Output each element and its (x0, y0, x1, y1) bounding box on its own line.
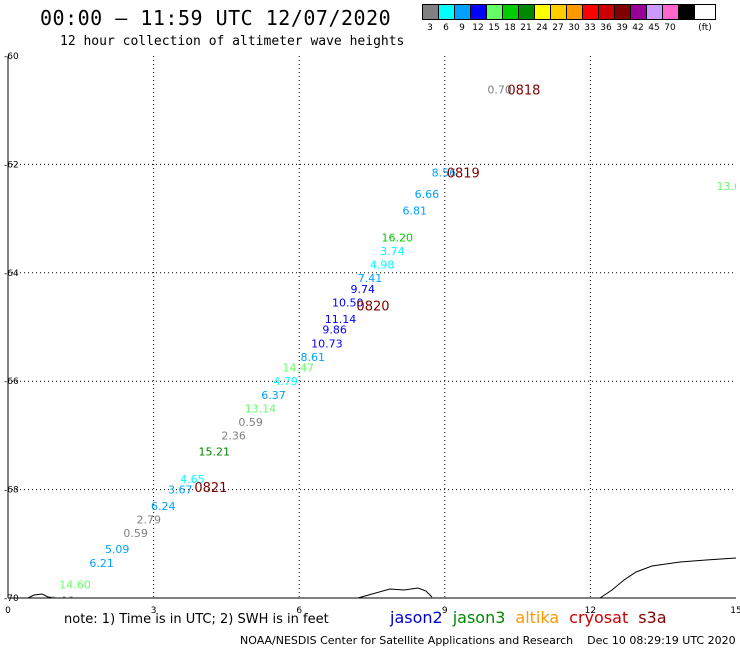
legend-swatch (551, 5, 567, 19)
legend-bin-label: 24 (536, 23, 548, 33)
coastline (27, 557, 737, 599)
color-legend: 3 6 9 12 15 18 21 24 27 30 33 36 39 42 45 70 (ft) (422, 4, 716, 33)
wave-height-point: 8.56 (432, 167, 457, 180)
legend-swatch (615, 5, 631, 19)
legend-bin-label: 21 (520, 23, 532, 33)
mission-label: jason3 (452, 608, 506, 627)
wave-height-point: 3.67 (168, 484, 193, 497)
wave-height-point: 6.66 (415, 188, 440, 201)
wave-height-point: 2.36 (221, 429, 246, 442)
time-label: 0820 (356, 299, 389, 314)
legend-bin-label: 3 (427, 23, 433, 33)
legend-bin-label: 33 (584, 23, 596, 33)
legend-bin-label: 42 (632, 23, 644, 33)
legend-swatches (422, 4, 716, 20)
credit-line: NOAA/NESDIS Center for Satellite Applica… (240, 634, 736, 647)
legend-swatch (423, 5, 439, 19)
legend-labels: 3 6 9 12 15 18 21 24 27 30 33 36 39 42 45 70 (ft) (422, 23, 716, 33)
page-title: 00:00 – 11:59 UTC 12/07/2020 (40, 6, 392, 30)
wave-height-point: 3.74 (380, 245, 405, 258)
x-tick-label: 0 (5, 606, 11, 616)
time-label: 0821 (194, 481, 227, 496)
legend-swatch (487, 5, 503, 19)
x-tick-label: 3 (151, 606, 157, 616)
wave-height-point: 4.98 (370, 259, 395, 272)
x-tick-label: 6 (296, 606, 302, 616)
legend-bin-label: 70 (664, 23, 676, 33)
wave-height-point: 11.14 (325, 313, 357, 326)
wave-height-point: 9.74 (351, 283, 376, 296)
wave-height-point: 0.70 (487, 84, 512, 97)
legend-swatch (679, 5, 695, 19)
legend-swatch (647, 5, 663, 19)
mission-label: s3a (638, 608, 667, 627)
legend-unit: (ft) (698, 23, 712, 33)
y-tick-label: -62 (4, 160, 19, 170)
legend-bin-label: 30 (568, 23, 580, 33)
legend-swatch (439, 5, 455, 19)
legend-swatch (663, 5, 679, 19)
footnote: note: 1) Time is in UTC; 2) SWH is in fe… (64, 612, 329, 627)
wave-height-point: 0.59 (238, 416, 263, 429)
wave-height-point: 52.35 (18, 625, 50, 638)
wave-height-point: 7.41 (358, 272, 383, 285)
legend-bin-label: 12 (472, 23, 484, 33)
time-label: 0819 (447, 167, 480, 182)
y-tick-label: -66 (4, 377, 19, 387)
wave-height-point: 14.60 (59, 578, 91, 591)
y-tick-label: -64 (4, 269, 19, 279)
mission-label: altika (515, 608, 560, 627)
time-label: 0818 (507, 84, 540, 99)
legend-bin-label: 15 (488, 23, 500, 33)
wave-height-point: 9.86 (322, 324, 347, 337)
wave-height-point: 6.21 (89, 557, 114, 570)
legend-swatch (471, 5, 487, 19)
wave-height-point: 1.88 (50, 595, 75, 608)
legend-swatch (631, 5, 647, 19)
mission-legend: jason2 jason3 altika cryosat s3a (390, 608, 677, 627)
wave-height-point: 6.24 (151, 500, 176, 513)
wave-height-point: 16.20 (381, 232, 413, 245)
legend-bin-label: 18 (504, 23, 516, 33)
x-tick-label: 15 (730, 606, 740, 616)
y-tick-label: -68 (4, 486, 19, 496)
legend-swatch (599, 5, 615, 19)
legend-swatch (503, 5, 519, 19)
wave-height-point: 5.09 (105, 543, 130, 556)
wave-height-point: 10.73 (311, 337, 343, 350)
data-points: 0.708.566.666.8116.203.744.987.419.7410.… (18, 84, 740, 638)
page-subtitle: 12 hour collection of altimeter wave hei… (60, 34, 405, 49)
y-tick-label: -60 (4, 52, 19, 62)
wave-height-point: 10.50 (332, 297, 364, 310)
wave-height-point: 2.79 (136, 513, 161, 526)
legend-bin-label: 45 (648, 23, 660, 33)
wave-height-point: 4.65 (180, 473, 205, 486)
wave-height-point: 13.6 (716, 180, 740, 193)
legend-bin-label: 6 (443, 23, 449, 33)
legend-swatch (535, 5, 551, 19)
wave-height-point: 4.52 (34, 611, 59, 624)
wave-height-point: 6.37 (261, 389, 286, 402)
legend-swatch (519, 5, 535, 19)
wave-height-point: 8.61 (301, 351, 326, 364)
wave-height-point: 0.59 (123, 527, 148, 540)
legend-bin-label: 39 (616, 23, 628, 33)
legend-swatch (455, 5, 471, 19)
legend-bin-label: 9 (459, 23, 465, 33)
y-tick-label: -70 (4, 594, 19, 604)
legend-bin-label: 36 (600, 23, 612, 33)
mission-label: jason2 (390, 608, 443, 627)
wave-height-point: 13.14 (245, 402, 277, 415)
wave-height-point: 14.47 (282, 362, 314, 375)
wave-height-point: 6.81 (402, 204, 427, 217)
mission-label: cryosat (569, 608, 629, 627)
legend-swatch (583, 5, 599, 19)
x-tick-label: 12 (585, 606, 596, 616)
wave-height-point: 15.21 (199, 446, 231, 459)
legend-swatch (567, 5, 583, 19)
x-tick-label: 9 (442, 606, 448, 616)
legend-bin-label: 27 (552, 23, 564, 33)
wave-height-point: 4.79 (273, 375, 298, 388)
